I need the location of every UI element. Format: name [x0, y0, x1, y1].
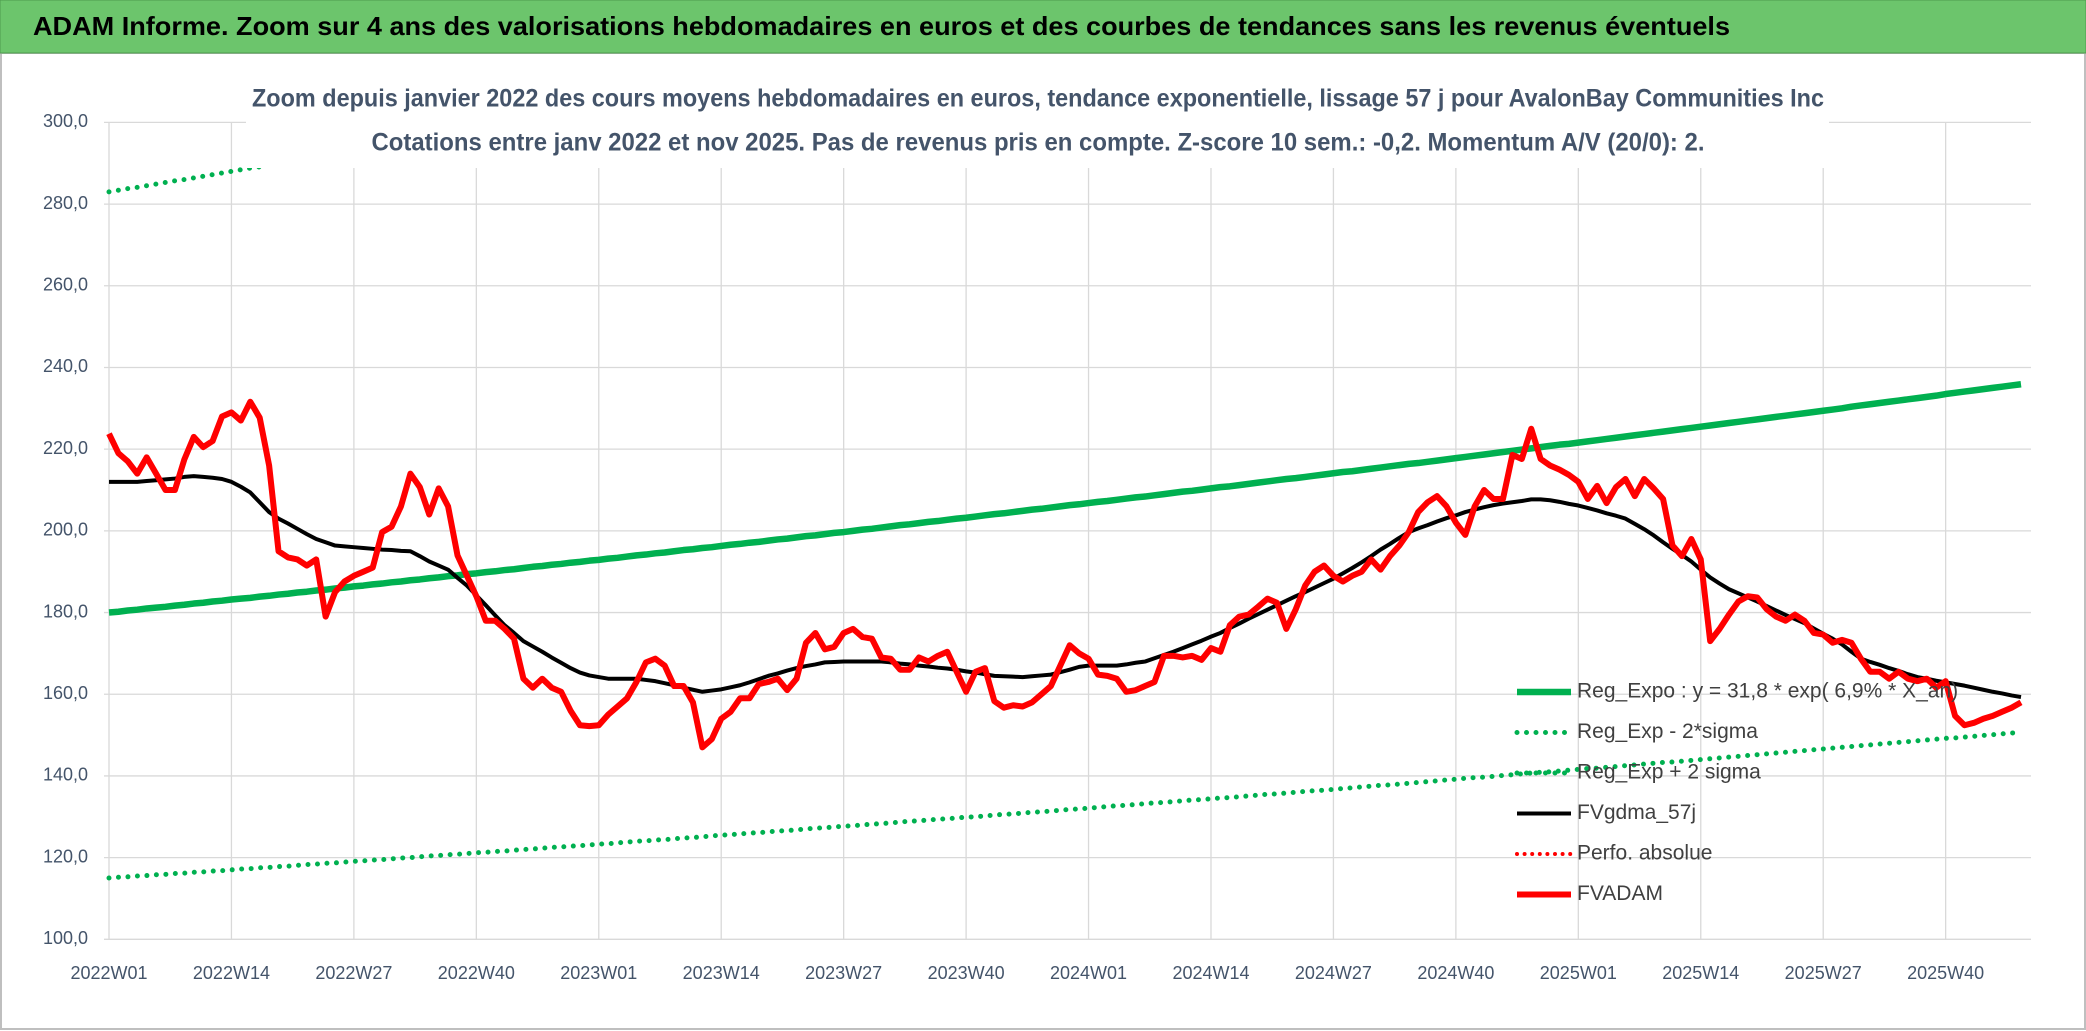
x-tick-label: 2023W27	[805, 963, 882, 983]
x-tick-label: 2024W27	[1295, 963, 1372, 983]
legend-label: FVgdma_57j	[1577, 801, 1696, 824]
subtitle: Zoom depuis janvier 2022 des cours moyen…	[252, 85, 1824, 113]
legend-label: Reg_Expo : y = 31,8 * exp( 6,9% * X_an)	[1577, 680, 1958, 703]
x-tick-label: 2025W40	[1907, 963, 1984, 983]
legend: Reg_Expo : y = 31,8 * exp( 6,9% * X_an) R…	[1514, 680, 1958, 905]
series-line	[108, 380, 2022, 616]
x-tick-label: 2024W14	[1172, 963, 1249, 983]
x-tick-label: 2025W14	[1662, 963, 1739, 983]
legend-label: FVADAM	[1577, 882, 1663, 905]
x-tick-label: 2024W40	[1417, 963, 1494, 983]
y-tick-label: 140,0	[43, 765, 88, 785]
y-tick-label: 220,0	[43, 438, 88, 458]
series-line	[106, 398, 2023, 751]
x-tick-label: 2022W40	[438, 963, 515, 983]
x-tick-label: 2025W27	[1785, 963, 1862, 983]
y-tick-label: 300,0	[43, 111, 88, 131]
legend-label: Reg_Exp + 2 sigma	[1577, 761, 1761, 784]
y-tick-label: 180,0	[43, 601, 88, 621]
x-tick-label: 2023W01	[560, 963, 637, 983]
y-tick-label: 260,0	[43, 275, 88, 295]
legend-label: Reg_Exp - 2*sigma	[1577, 720, 1758, 743]
x-tick-label: 2023W40	[928, 963, 1005, 983]
subtitle-box	[246, 80, 1829, 168]
legend-label: Perfo. absolue	[1577, 842, 1712, 865]
series-line	[106, 729, 2024, 881]
main-title: ADAM Informe. Zoom sur 4 ans des valoris…	[33, 11, 1730, 41]
title-bar	[0, 0, 2086, 54]
chart-frame	[0, 52, 2086, 1030]
y-tick-label: 160,0	[43, 683, 88, 703]
y-tick-label: 120,0	[43, 846, 88, 866]
y-tick-label: 240,0	[43, 356, 88, 376]
x-tick-label: 2022W14	[193, 963, 270, 983]
x-tick-label: 2022W01	[70, 963, 147, 983]
x-tick-label: 2023W14	[683, 963, 760, 983]
x-tick-label: 2025W01	[1540, 963, 1617, 983]
x-tick-label: 2024W01	[1050, 963, 1127, 983]
y-tick-label: 200,0	[43, 520, 88, 540]
x-tick-label: 2022W27	[315, 963, 392, 983]
subtitle: Cotations entre janv 2022 et nov 2025. P…	[372, 129, 1705, 157]
y-tick-label: 100,0	[43, 928, 88, 948]
y-tick-label: 280,0	[43, 193, 88, 213]
